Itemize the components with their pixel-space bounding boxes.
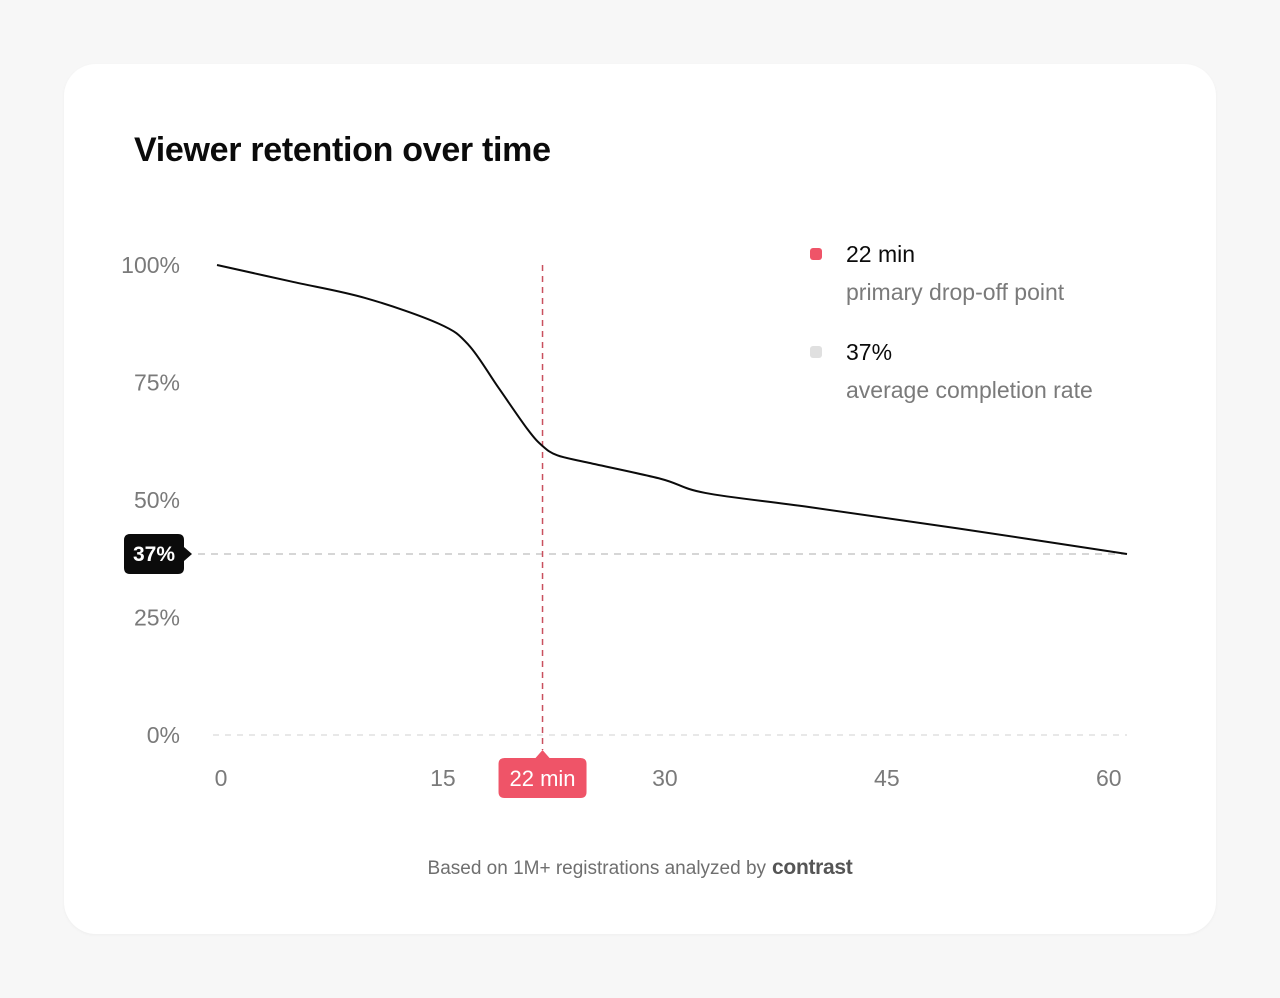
legend-desc-average: average completion rate [846, 377, 1093, 403]
footer-text: Based on 1M+ registrations analyzed by [427, 858, 767, 879]
legend-value-average: 37% [846, 339, 893, 365]
drop-off-badge: 22 min [498, 750, 587, 798]
y-tick-label: 50% [134, 487, 180, 513]
legend-desc-drop-off: primary drop-off point [846, 279, 1065, 305]
chart-legend: 22 min primary drop-off point 37% averag… [808, 236, 1093, 432]
drop-off-badge-label: 22 min [510, 766, 576, 791]
x-axis-ticks: 0 15 30 45 60 [215, 765, 1122, 791]
y-tick-label: 100% [121, 252, 180, 278]
y-tick-label: 0% [147, 722, 180, 748]
x-tick-label: 0 [215, 765, 228, 791]
legend-swatch-average [810, 346, 822, 358]
y-axis-ticks: 100% 75% 50% 25% 0% [121, 252, 180, 748]
x-tick-label: 45 [874, 765, 900, 791]
legend-item-drop-off: 22 min primary drop-off point [808, 236, 1093, 312]
legend-swatch-drop-off [810, 248, 822, 260]
x-tick-label: 15 [430, 765, 456, 791]
average-badge-label: 37% [133, 543, 175, 566]
drop-off-badge-shape [498, 750, 587, 798]
legend-item-average: 37% average completion rate [808, 334, 1093, 410]
average-badge: 37% [124, 534, 192, 575]
x-tick-label: 30 [652, 765, 678, 791]
chart-card [64, 64, 1216, 934]
chart-title: Viewer retention over time [134, 131, 551, 169]
y-tick-label: 75% [134, 370, 180, 396]
x-tick-label: 60 [1096, 765, 1122, 791]
average-badge-shape [124, 534, 192, 575]
brand-logo: contrast [772, 856, 853, 879]
retention-line [216, 264, 1128, 556]
legend-value-drop-off: 22 min [846, 241, 916, 267]
y-tick-label: 25% [134, 605, 180, 631]
footer: Based on 1M+ registrations analyzed by co… [0, 854, 1280, 883]
